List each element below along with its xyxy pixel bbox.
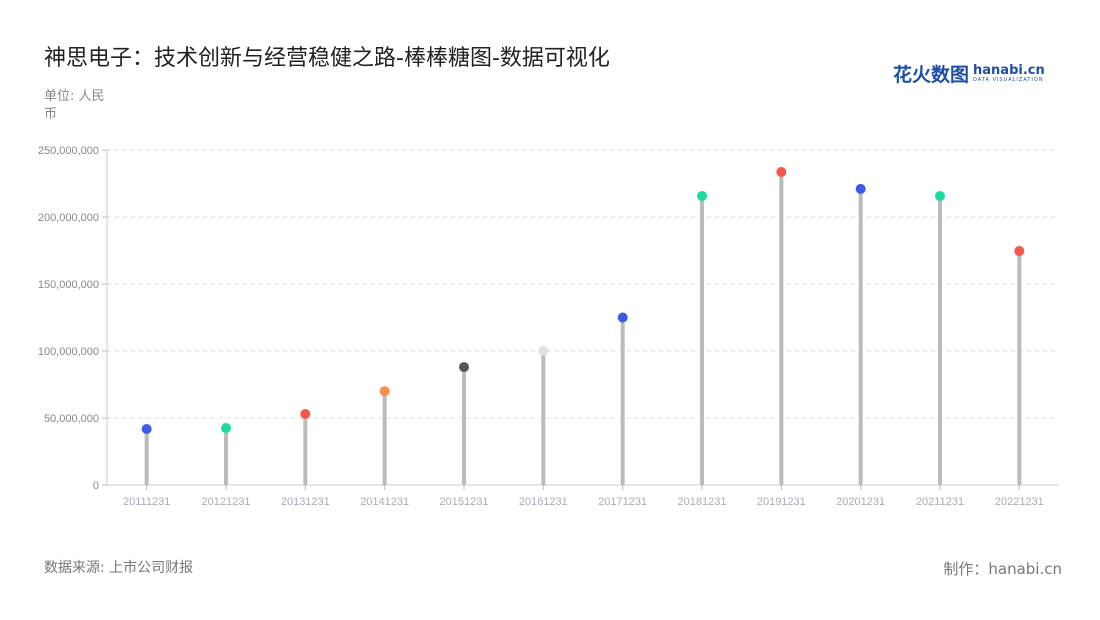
x-tick-label: 20201231 [836,496,885,508]
lollipop-dot [379,386,390,397]
x-tick-label: 20111231 [123,496,170,508]
y-tick-label: 50,000,000 [44,413,99,425]
x-tick-label: 20171231 [598,496,647,508]
x-tick-label: 20141231 [360,496,409,508]
x-tick-label: 20151231 [440,496,489,508]
lollipop-dot [1014,246,1025,257]
y-tick-label: 150,000,000 [38,279,99,291]
lollipop-dot [776,166,787,177]
lollipop-dot [617,312,628,323]
y-tick-label: 200,000,000 [38,212,99,224]
y-tick-label: 250,000,000 [38,145,99,157]
y-tick-label: 0 [93,480,99,492]
lollipop-dot [538,346,549,356]
y-tick-label: 100,000,000 [38,346,99,358]
x-tick-label: 20211231 [916,496,964,508]
lollipop-dot [855,183,866,194]
x-tick-label: 20191231 [757,496,806,508]
maker-note: 制作：hanabi.cn [943,560,1062,578]
x-tick-label: 20221231 [995,496,1044,508]
x-tick-label: 20131231 [281,496,330,508]
x-tick-label: 20121231 [202,496,251,508]
unit-label: 单位: 人民币 [44,89,105,122]
x-tick-label: 20181231 [678,496,727,508]
source-note: 数据来源: 上市公司财报 [44,560,194,576]
lollipop-dot [697,190,707,201]
chart-title: 神思电子：技术创新与经营稳健之路-棒棒糖图-数据可视化 [44,46,610,71]
logo: 花火数图 hanabi.cn DATA VISUALIZATION [893,60,1045,87]
logo-en: hanabi.cn DATA VISUALIZATION [973,63,1045,83]
x-tick-label: 20161231 [519,496,568,508]
lollipop-dot [141,423,152,434]
lollipop-dot [935,190,945,201]
lollipop-dot [459,362,469,373]
logo-cn: 花火数图 [893,64,970,86]
lollipop-dot [300,408,311,419]
lollipop-dot [221,423,231,434]
